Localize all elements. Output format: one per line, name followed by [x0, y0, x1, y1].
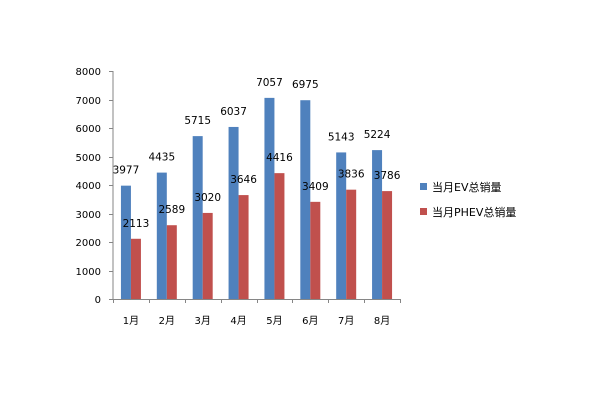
bar-phev: [346, 189, 357, 299]
bar-phev: [130, 238, 141, 299]
data-label-ev: 3977: [113, 165, 140, 177]
data-label-phev: 4416: [266, 152, 293, 164]
y-axis: 0 1000 2000 3000 4000 5000 6000 7000 8000: [76, 67, 114, 306]
data-label-ev: 6037: [220, 106, 247, 118]
y-tick-label: 0: [95, 295, 101, 306]
y-tick-label: 7000: [76, 96, 101, 107]
bar-phev: [202, 212, 213, 299]
bar-ev: [336, 152, 347, 299]
legend-swatch: [420, 208, 427, 215]
data-labels: 3977 4435 5715 6037 7057 6975 5143 5224 2113 2589…: [113, 77, 401, 230]
x-tick-label: 2月: [159, 315, 175, 327]
data-label-phev: 2113: [123, 218, 150, 230]
x-tick-label: 1月: [123, 315, 139, 327]
bar-phev: [382, 191, 393, 299]
legend-label: 当月PHEV总销量: [432, 205, 516, 219]
x-axis: 1月 2月 3月 4月 5月 6月 7月 8月: [113, 299, 401, 327]
x-tick-label: 7月: [338, 315, 354, 327]
bar-ev: [300, 100, 311, 300]
data-label-ev: 6975: [292, 79, 319, 91]
bar-phev: [274, 173, 285, 299]
bar-phev: [166, 225, 177, 299]
data-label-ev: 4435: [148, 152, 175, 164]
bar-ev: [228, 126, 239, 300]
bar-phev: [310, 201, 321, 299]
x-tick-label: 6月: [302, 315, 318, 327]
bar-phev: [238, 195, 249, 299]
data-label-phev: 3786: [374, 170, 401, 182]
y-tick-label: 5000: [76, 153, 101, 164]
y-tick-label: 8000: [76, 67, 101, 78]
y-tick-label: 6000: [76, 124, 101, 135]
legend-label: 当月EV总销量: [432, 180, 501, 194]
data-label-ev: 5224: [364, 129, 391, 141]
data-label-ev: 7057: [256, 77, 283, 89]
legend-swatch: [420, 183, 427, 190]
data-label-phev: 3409: [302, 181, 329, 193]
bars: [120, 97, 393, 300]
bar-ev: [192, 136, 203, 299]
x-tick-label: 8月: [374, 315, 390, 327]
y-tick-label: 1000: [76, 267, 101, 278]
bar-ev: [156, 172, 167, 299]
data-label-ev: 5143: [328, 131, 355, 143]
y-tick-label: 4000: [76, 181, 101, 192]
y-tick-label: 2000: [76, 238, 101, 249]
bar-ev: [372, 150, 383, 299]
bar-ev: [264, 97, 275, 299]
bar-ev: [120, 185, 131, 299]
data-label-ev: 5715: [184, 115, 211, 127]
data-label-phev: 3646: [230, 174, 257, 186]
x-tick-label: 3月: [195, 315, 211, 327]
x-tick-label: 4月: [230, 315, 246, 327]
data-label-phev: 3836: [338, 169, 365, 181]
x-tick-label: 5月: [266, 315, 282, 327]
y-tick-label: 3000: [76, 210, 101, 221]
data-label-phev: 2589: [158, 204, 185, 216]
data-label-phev: 3020: [194, 192, 221, 204]
